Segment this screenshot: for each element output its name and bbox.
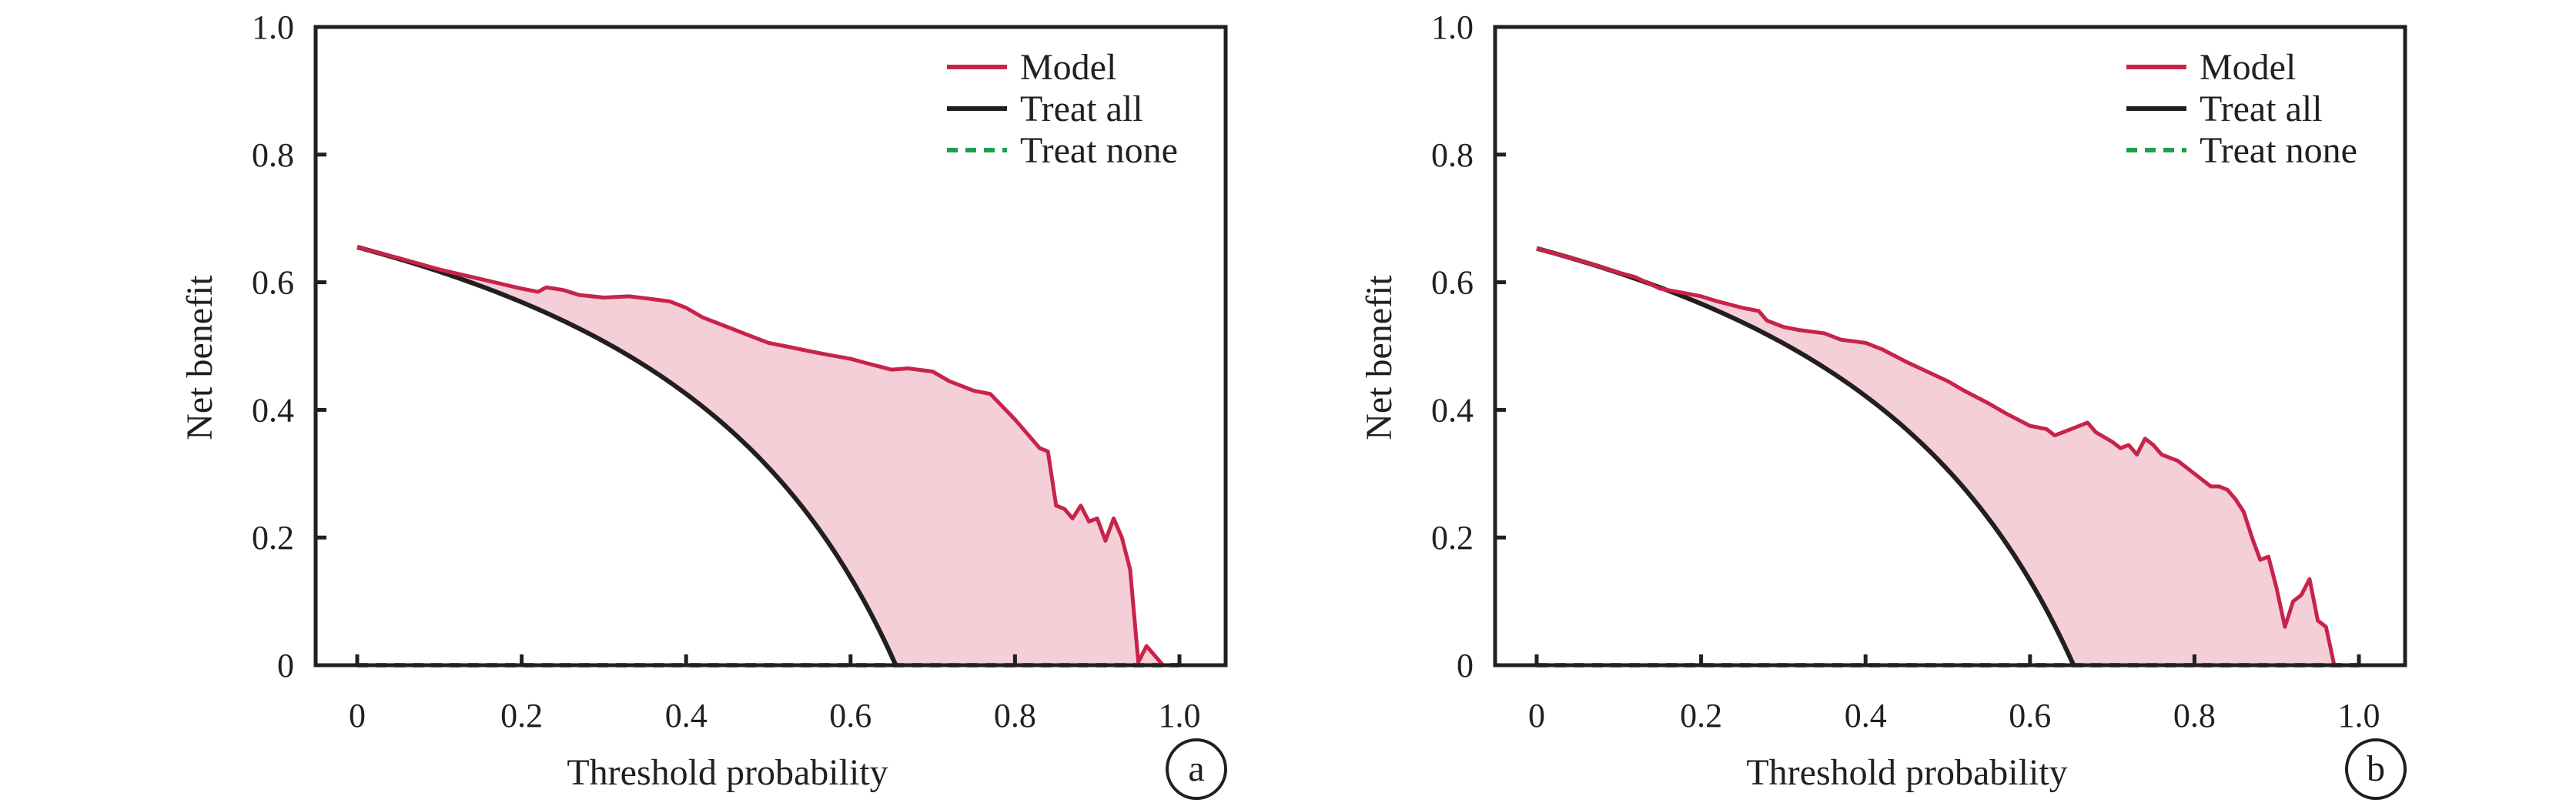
- y-tick-label: 0.4: [252, 391, 294, 429]
- x-tick-label: 0.2: [1680, 697, 1722, 734]
- legend-item-model-label: Model: [1020, 47, 1116, 88]
- x-tick-label: 0.6: [829, 697, 871, 734]
- plot-frame: [1493, 25, 2407, 667]
- panel-label: a: [1188, 748, 1204, 789]
- x-tick-label: 0: [1528, 697, 1545, 734]
- y-tick-label: 0.8: [252, 136, 294, 174]
- chart-panel-b: 0 0.2 0.4 0.6 0.8 1.0 0 0.2 0.4 0.6 0.8 1.0 Threshol…: [1359, 8, 2407, 800]
- series-line-model: [1536, 246, 2337, 666]
- y-tick-label: 1.0: [252, 8, 294, 46]
- y-axis-title: Net benefit: [1359, 275, 1400, 440]
- legend-item-model-label: Model: [2200, 47, 2296, 88]
- x-tick-label: 0.8: [2173, 697, 2216, 734]
- series-line-model: [356, 245, 1165, 667]
- y-tick-label: 0.2: [1431, 519, 1474, 557]
- legend-item-treat-all-label: Treat all: [2200, 89, 2323, 129]
- panel-label-circle: [1166, 738, 1227, 800]
- y-tick-label: 0: [277, 647, 294, 684]
- legend-item-treat-all-label: Treat all: [1020, 89, 1143, 129]
- y-tick-label: 1.0: [1431, 8, 1474, 46]
- y-tick-label: 0.6: [252, 264, 294, 302]
- x-tick-label: 0.8: [994, 697, 1036, 734]
- x-axis-title: Threshold probability: [567, 752, 888, 793]
- y-tick-label: 0.6: [1431, 264, 1474, 302]
- legend-item-treat-none-label: Treat none: [1020, 130, 1178, 171]
- y-tick-label: 0: [1457, 647, 1474, 684]
- panel-label: b: [2367, 748, 2385, 789]
- y-axis-title: Net benefit: [179, 275, 220, 440]
- x-tick-label: 0: [349, 697, 366, 734]
- plot-frame: [313, 25, 1228, 667]
- x-tick-label: 0.4: [665, 697, 708, 734]
- legend-item-treat-none-label: Treat none: [2200, 130, 2357, 171]
- chart-panel-a: 0 0.2 0.4 0.6 0.8 1.0 0 0.2 0.4 0.6 0.8 1.0 Threshol…: [179, 8, 1228, 800]
- panel-label-circle: [2345, 738, 2407, 800]
- x-axis-title: Threshold probability: [1746, 752, 2067, 793]
- y-tick-label: 0.4: [1431, 391, 1474, 429]
- x-tick-label: 0.4: [1845, 697, 1887, 734]
- y-tick-label: 0.2: [252, 519, 294, 557]
- y-tick-label: 0.8: [1431, 136, 1474, 174]
- series-line-treat-all: [356, 245, 898, 667]
- x-tick-label: 1.0: [2338, 697, 2380, 734]
- x-tick-label: 0.2: [500, 697, 543, 734]
- x-tick-label: 1.0: [1159, 697, 1201, 734]
- x-tick-label: 0.6: [2009, 697, 2051, 734]
